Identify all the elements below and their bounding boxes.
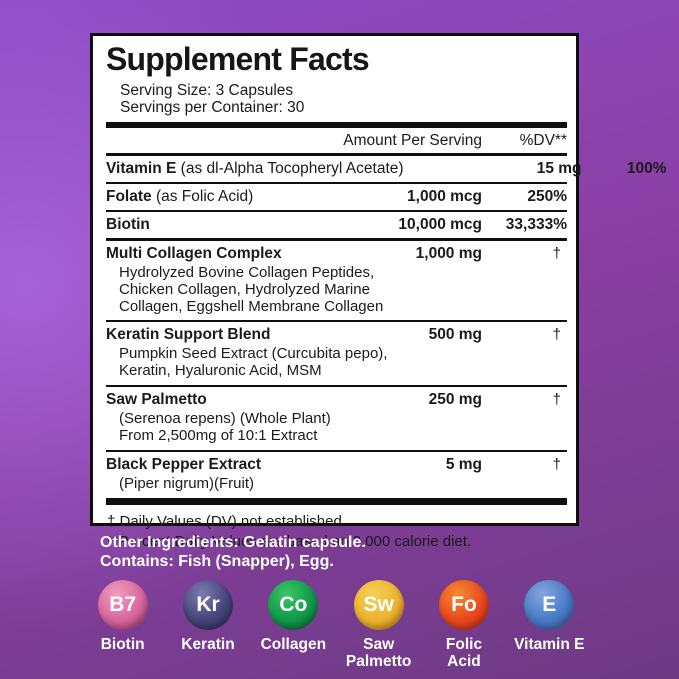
ingredient-desc: (as dl-Alpha Tocopheryl Acetate) <box>176 159 404 177</box>
ingredient-name: Saw Palmetto <box>106 391 304 409</box>
badge-vitamin-e: E Vitamin E <box>507 580 592 670</box>
panel-title: Supplement Facts <box>106 41 370 77</box>
ingredient-name-bold: Folate <box>106 187 152 205</box>
badge-label: Collagen <box>260 636 327 653</box>
badge-letter: Co <box>279 593 308 616</box>
table-row: Black Pepper Extract 5 mg † <box>106 452 567 476</box>
divider <box>106 181 567 184</box>
badge-letter: Sw <box>363 593 394 616</box>
ingredient-sublist: (Serenoa repens) (Whole Plant) From 2,50… <box>119 410 567 450</box>
badge-saw-palmetto: Sw Saw Palmetto <box>336 580 421 670</box>
ingredient-name-bold: Vitamin E <box>106 159 177 177</box>
divider <box>106 385 567 388</box>
sub-ingredient: Keratin, Hyaluronic Acid, MSM <box>119 362 322 380</box>
sub-ingredient: Hydrolyzed Bovine Collagen Peptides, <box>119 263 375 281</box>
table-row: Folate (as Folic Acid) 1,000 mcg 250% <box>106 184 567 210</box>
ingredient-name-bold: Multi Collagen Complex <box>106 244 282 262</box>
table-row: Vitamin E (as dl-Alpha Tocopheryl Acetat… <box>106 156 667 182</box>
divider <box>106 450 567 453</box>
supplement-facts-panel: Supplement Facts Serving Size: 3 Capsule… <box>90 33 667 550</box>
serving-size: Serving Size: 3 Capsules <box>120 81 294 99</box>
ingredient-dv: 33,333% <box>505 215 567 233</box>
ingredient-amount: 10,000 mcg <box>398 215 482 233</box>
saw-palmetto-icon: Sw <box>353 580 404 630</box>
nutrient-badges-row: B7 Biotin Kr Keratin Co Collagen Sw Saw … <box>80 580 592 670</box>
sub-ingredient: Collagen, Eggshell Membrane Collagen <box>119 297 384 315</box>
ingredient-dv: 100% <box>626 159 667 177</box>
divider <box>106 237 567 241</box>
ingredient-dv: † <box>552 326 561 344</box>
ingredient-dv: † <box>552 456 561 474</box>
table-row: Saw Palmetto 250 mg † <box>106 387 567 411</box>
table-row: Biotin 10,000 mcg 33,333% <box>106 212 567 238</box>
footnote-percent-dv: **Percent Daily Values are based on 2,00… <box>107 532 472 550</box>
ingredient-amount: 1,000 mcg <box>407 187 482 205</box>
servings-per-container: Servings per Container: 30 <box>120 98 305 116</box>
biotin-icon: B7 <box>97 580 148 630</box>
footnotes: † Daily Values (DV) not established. **P… <box>106 505 567 551</box>
ingredient-dv: † <box>552 244 561 262</box>
ingredient-amount: 15 mg <box>536 159 582 177</box>
badge-keratin: Kr Keratin <box>165 580 250 670</box>
footnote-daily-values: † Daily Values (DV) not established. <box>107 513 347 531</box>
table-row: Keratin Support Blend 500 mg † <box>106 322 567 346</box>
column-header-dv: %DV** <box>519 131 567 149</box>
ingredient-amount: 500 mg <box>428 326 482 344</box>
ingredient-dv: † <box>552 391 561 409</box>
column-header-amount: Amount Per Serving <box>343 131 482 149</box>
badge-label: Keratin <box>181 636 235 653</box>
contains-text: Contains: Fish (Snapper), Egg. <box>100 553 334 571</box>
ingredient-name: Folate (as Folic Acid) <box>106 188 304 206</box>
divider <box>106 320 567 323</box>
badge-letter: Kr <box>196 593 220 616</box>
badge-label: Vitamin E <box>514 636 585 653</box>
collagen-icon: Co <box>268 580 319 630</box>
ingredient-name: Vitamin E (as dl-Alpha Tocopheryl Acetat… <box>106 160 404 178</box>
vitamin-e-icon: E <box>524 580 575 630</box>
ingredient-name-bold: Biotin <box>106 215 150 233</box>
table-header: Amount Per Serving %DV** <box>106 128 567 153</box>
other-ingredients-text: Other Ingredients: Gelatin capsule. <box>100 534 366 551</box>
folic-acid-icon: Fo <box>438 580 489 630</box>
badge-biotin: B7 Biotin <box>80 580 165 670</box>
ingredient-amount: 1,000 mg <box>415 244 482 262</box>
divider-heavy-bottom <box>106 498 567 506</box>
divider <box>106 209 567 212</box>
other-ingredients-block: Other Ingredients: Gelatin capsule. Cont… <box>100 533 366 571</box>
ingredient-desc: (as Folic Acid) <box>151 187 254 205</box>
badge-label: Biotin <box>100 636 145 653</box>
ingredient-name: Biotin <box>106 216 304 234</box>
ingredient-sublist: Hydrolyzed Bovine Collagen Peptides, Chi… <box>119 263 567 321</box>
keratin-icon: Kr <box>182 580 233 630</box>
badge-label: Saw Palmetto <box>345 636 412 670</box>
ingredient-dv: 250% <box>527 187 567 205</box>
ingredient-sublist: (Piper nigrum)(Fruit) <box>119 475 567 498</box>
badge-letter: E <box>542 593 557 616</box>
ingredient-name: Black Pepper Extract <box>106 456 304 474</box>
divider-heavy-top <box>106 121 567 128</box>
ingredient-name-bold: Black Pepper Extract <box>106 456 262 474</box>
sub-ingredient: Chicken Collagen, Hydrolyzed Marine <box>119 280 370 298</box>
ingredient-name-bold: Keratin Support Blend <box>106 326 271 344</box>
ingredient-name: Keratin Support Blend <box>106 326 304 344</box>
serving-info: Serving Size: 3 Capsules Servings per Co… <box>120 82 567 116</box>
badge-letter: Fo <box>451 593 477 616</box>
ingredient-name-bold: Saw Palmetto <box>106 391 207 409</box>
ingredient-amount: 5 mg <box>445 456 482 474</box>
ingredient-amount: 250 mg <box>428 391 482 409</box>
badge-label: Folic Acid <box>445 636 483 670</box>
badge-letter: B7 <box>109 593 137 616</box>
badge-collagen: Co Collagen <box>251 580 336 670</box>
sub-ingredient: Pumpkin Seed Extract (Curcubita pepo), <box>119 345 388 363</box>
sub-ingredient: (Piper nigrum)(Fruit) <box>119 475 255 493</box>
table-row: Multi Collagen Complex 1,000 mg † <box>106 241 567 265</box>
sub-ingredient: (Serenoa repens) (Whole Plant) <box>119 410 331 428</box>
ingredient-name: Multi Collagen Complex <box>106 245 304 263</box>
ingredient-sublist: Pumpkin Seed Extract (Curcubita pepo), K… <box>119 346 567 385</box>
sub-ingredient: From 2,500mg of 10:1 Extract <box>119 427 318 445</box>
badge-folic-acid: Fo Folic Acid <box>421 580 506 670</box>
divider <box>106 152 567 156</box>
